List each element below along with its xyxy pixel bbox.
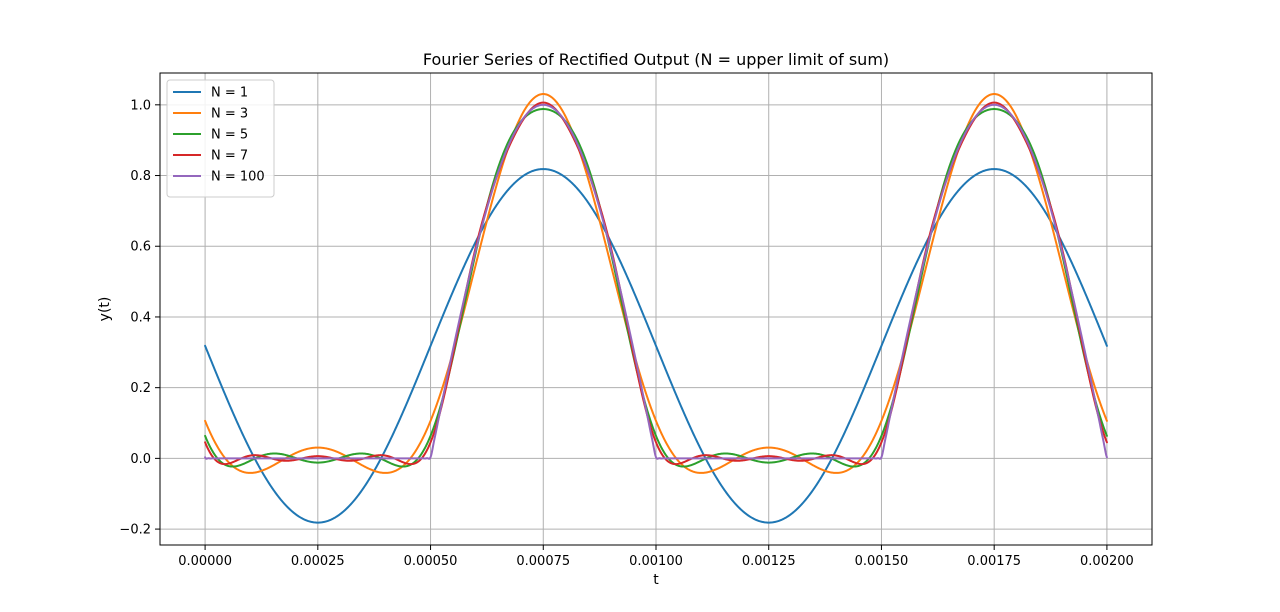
y-tick-label: −0.2 <box>119 523 151 538</box>
x-tick-label: 0.00100 <box>629 554 683 569</box>
series-line-n-5 <box>204 108 1108 468</box>
series-line-n-1 <box>204 168 1108 524</box>
series-line-n-100 <box>204 103 1108 460</box>
legend-label: N = 1 <box>211 86 248 101</box>
y-axis-label: y(t) <box>97 297 113 322</box>
x-axis-label: t <box>653 572 659 588</box>
ticks: 0.00000 0.00025 0.00050 0.00075 0.00100 0.001… <box>119 98 1133 569</box>
x-tick-label: 0.00025 <box>291 554 345 569</box>
legend: N = 1 N = 3 N = 5 N = 7 N = 100 <box>166 79 275 198</box>
y-tick-label: 0.4 <box>130 310 151 325</box>
x-tick-label: 0.00075 <box>516 554 570 569</box>
x-tick-label: 0.00000 <box>178 554 232 569</box>
x-tick-label: 0.00125 <box>742 554 796 569</box>
x-tick-label: 0.00150 <box>855 554 909 569</box>
chart-title: Fourier Series of Rectified Output (N = … <box>423 50 889 69</box>
x-tick-label: 0.00175 <box>967 554 1021 569</box>
legend-box <box>166 79 275 198</box>
legend-label: N = 5 <box>211 128 248 143</box>
y-tick-label: 0.6 <box>130 240 151 255</box>
y-tick-label: 0.2 <box>130 381 151 396</box>
legend-label: N = 7 <box>211 149 248 164</box>
x-tick-label: 0.00050 <box>404 554 458 569</box>
legend-label: N = 100 <box>211 170 265 185</box>
legend-label: N = 3 <box>211 107 248 122</box>
series-layer <box>204 93 1108 524</box>
y-tick-label: 0.8 <box>130 169 151 184</box>
y-tick-label: 1.0 <box>130 98 151 113</box>
x-tick-label: 0.00200 <box>1080 554 1134 569</box>
y-tick-label: 0.0 <box>130 452 151 467</box>
